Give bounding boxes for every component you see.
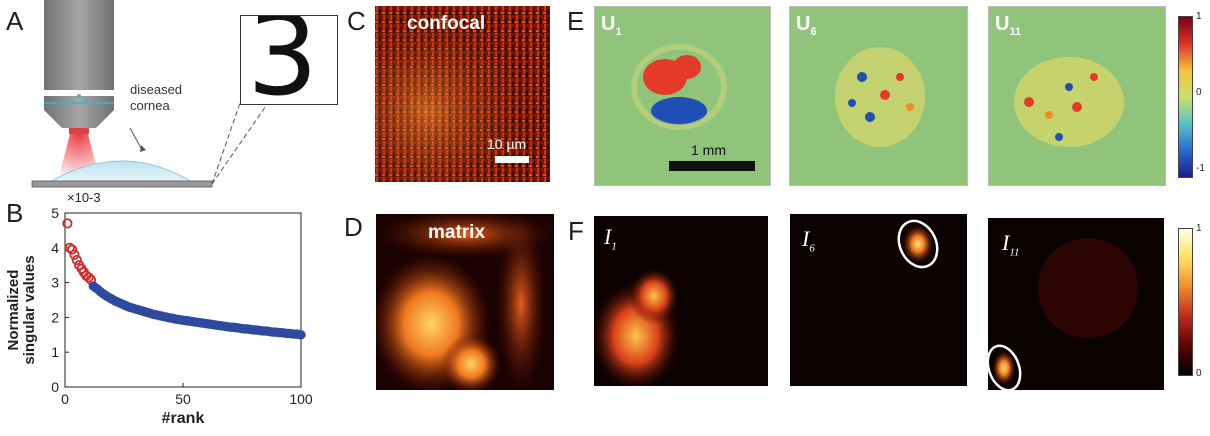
highlighted-data-point [66, 244, 78, 255]
i-colorbar-tick-max: 1 [1196, 223, 1202, 234]
panel-label-e: E [567, 6, 585, 36]
i-tile-6-label-base: I [802, 226, 810, 251]
confocal-scalebar [495, 156, 529, 163]
confocal-image: confocal 10 µm [375, 6, 550, 182]
y-multiplier-text: ×10-3 [67, 190, 101, 205]
u-tile-11-label-sub: 11 [1009, 26, 1022, 38]
y-tick-label: 5 [51, 205, 59, 221]
u-colorbar [1178, 16, 1193, 178]
x-tick-label: 0 [61, 391, 69, 407]
i-colorbar-tick-min: 0 [1196, 368, 1202, 379]
u-tile-11: U11 [988, 6, 1166, 186]
cornea-label-line-2: cornea [130, 98, 170, 113]
matrix-title: matrix [428, 222, 486, 243]
panel-label-f: F [568, 216, 584, 246]
u-tile-6-label: U6 [796, 13, 817, 38]
x-axis-label: #rank [162, 410, 205, 427]
i-tile-11-highlight-ellipse [988, 344, 1022, 390]
y-axis-label-line-1: Normalized [5, 269, 22, 351]
u-tile-11-label: U11 [995, 13, 1021, 38]
i-tile-1-label-base: I [604, 224, 612, 249]
y-multiplier: ×10-3 [67, 190, 101, 205]
objective-lens [44, 0, 114, 134]
i-tile-6-label-sub: 6 [809, 242, 815, 255]
u-colorbar-tick-min: -1 [1196, 163, 1205, 174]
data-point [296, 330, 306, 340]
u-tile-1-label-sub: 1 [615, 26, 622, 38]
y-tick-label: 1 [51, 344, 59, 360]
confocal-title: confocal [407, 13, 486, 34]
zoom-line-upper [211, 102, 241, 185]
panel-label-d: D [344, 212, 363, 242]
u-tile-6-label-sub: 6 [810, 26, 817, 38]
panel-label-a: A [6, 6, 24, 36]
panel-label-c: C [347, 6, 366, 36]
zoom-line-lower [211, 102, 269, 185]
highlighted-data-point [62, 218, 73, 229]
i-tile-11-label-base: I [1002, 230, 1010, 255]
target-digit: 3 [247, 15, 319, 105]
y-tick-label: 4 [51, 240, 59, 256]
i-tile-6-label: I6 [802, 226, 815, 254]
y-tick-label: 2 [51, 309, 59, 325]
target-digit-box: 3 [240, 15, 338, 105]
x-tick-label: 50 [175, 391, 191, 407]
highlighted-data-point [71, 254, 82, 266]
chart-plot-frame [64, 212, 302, 388]
i-tile-11-label: I11 [1002, 230, 1020, 258]
u-tile-11-label-base: U [995, 13, 1010, 35]
y-axis-label: Normalized singular values [5, 250, 38, 370]
panel-label-b: B [6, 198, 24, 228]
highlighted-data-point [83, 272, 94, 283]
cornea-shape [48, 160, 194, 183]
u-tile-1-label-base: U [601, 13, 616, 35]
u-colorbar-tick-max: 1 [1196, 11, 1202, 22]
cornea-label-line-1: diseased [130, 82, 183, 97]
confocal-scalebar-label: 10 µm [487, 136, 527, 152]
y-axis-label-line-2: singular values [21, 255, 38, 365]
u-scalebar [669, 161, 755, 171]
matrix-image: matrix [376, 214, 554, 390]
microscope-schematic [31, 0, 269, 188]
x-tick-label: 100 [289, 391, 313, 407]
i-tile-6-highlight-ellipse [897, 219, 939, 269]
u-scalebar-label: 1 mm [691, 142, 726, 158]
i-tile-6: I6 [790, 214, 967, 386]
i-tile-1: I1 [594, 216, 768, 386]
microscope-slide [31, 180, 213, 188]
i-tile-1-label-sub: 1 [611, 240, 617, 253]
u-tile-1-label: U1 [601, 13, 622, 38]
i-colorbar [1178, 228, 1193, 376]
cornea-arrow [129, 127, 143, 151]
u-tile-6-label-base: U [796, 13, 811, 35]
u-colorbar-tick-mid: 0 [1196, 87, 1202, 98]
highlighted-data-point [64, 242, 75, 253]
y-tick-label: 0 [51, 379, 59, 395]
highlighted-data-point [69, 249, 80, 260]
cornea-label: diseased cornea [130, 82, 182, 114]
i-tile-11: I11 [988, 218, 1164, 390]
i-tile-1-label: I1 [604, 224, 617, 252]
u-tile-6: U6 [789, 6, 968, 186]
y-tick-label: 3 [51, 275, 59, 291]
i-tile-11-label-sub: 11 [1009, 246, 1020, 259]
u-tile-1: U1 1 mm [594, 6, 771, 186]
